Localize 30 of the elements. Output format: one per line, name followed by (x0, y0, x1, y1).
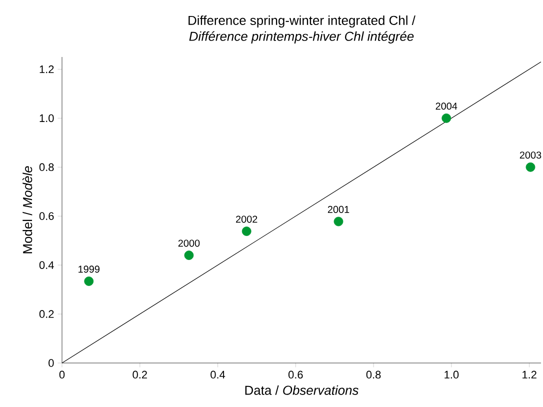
point (526, 162, 536, 172)
x-tick-label: 1.2 (522, 370, 536, 378)
annotation: 2003 (520, 152, 542, 159)
chart-subtitle: Différence printemps-hiver Chl intégrée (189, 31, 414, 44)
point (242, 226, 252, 236)
y-tick-label: 1.0 (40, 114, 54, 122)
x-tick-label: 0 (59, 370, 65, 379)
x-tick-label: 0.4 (210, 370, 226, 379)
annotation: 2002 (236, 216, 258, 223)
point (84, 276, 94, 286)
y-tick-label: 1.2 (40, 65, 54, 74)
point (334, 216, 344, 226)
y-tick-label: 0.2 (39, 310, 54, 318)
y-axis-title: Model / Modèle (22, 166, 32, 254)
chart-title: Difference spring-winter integrated Chl / (188, 15, 416, 28)
y-tick-label: 0.4 (39, 261, 54, 269)
x-tick-label: 0.8 (366, 370, 381, 379)
x-axis-title: Data / Observations (245, 385, 358, 395)
y-tick-label: 0.8 (39, 163, 54, 172)
point (184, 250, 194, 260)
point (442, 113, 452, 123)
annotation: 2001 (328, 206, 350, 213)
x-tick-label: 1.0 (444, 370, 459, 379)
y-tick-label: 0.6 (39, 212, 54, 220)
annotation: 2000 (178, 240, 200, 247)
annotation: 2004 (436, 102, 458, 110)
annotation: 1999 (78, 266, 100, 273)
y-tick-label: 0 (48, 359, 54, 367)
x-tick-label: 0.6 (288, 370, 303, 379)
x-tick-label: 0.2 (132, 370, 147, 379)
